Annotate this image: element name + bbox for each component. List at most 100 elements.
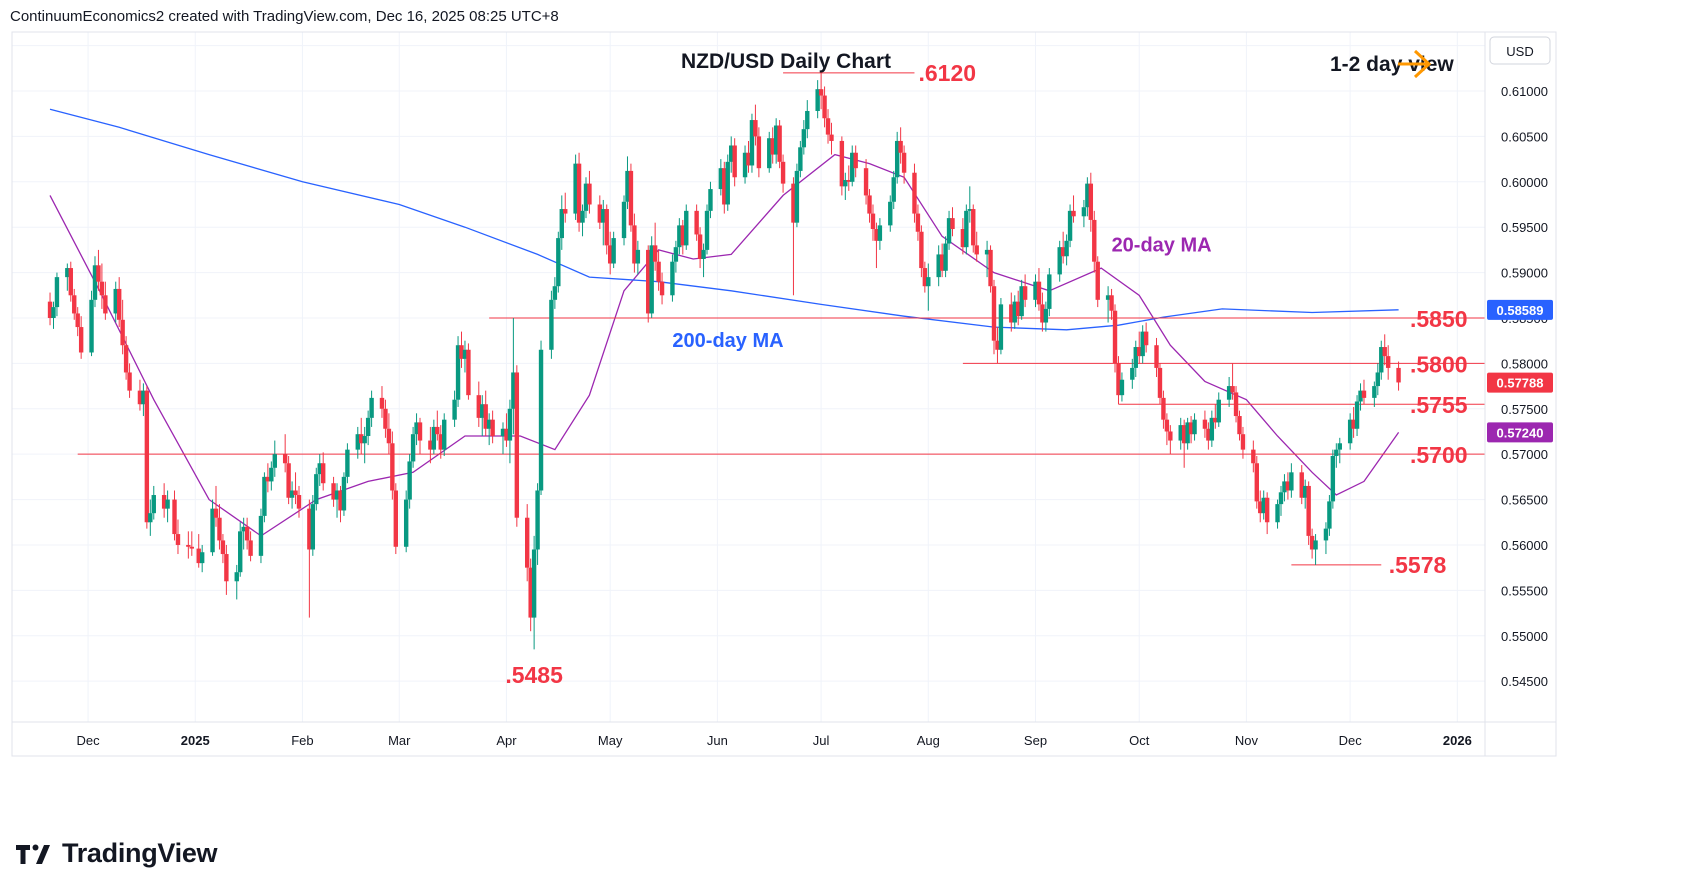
candle	[1192, 413, 1197, 441]
candle-body	[334, 490, 340, 500]
candle-body	[563, 209, 568, 214]
candle	[466, 343, 471, 400]
candle	[680, 219, 686, 255]
candle-body	[974, 245, 979, 255]
candle-body	[1161, 397, 1166, 420]
candle	[559, 195, 564, 250]
candle	[587, 170, 592, 214]
candle-body	[514, 372, 520, 518]
candle	[1382, 334, 1387, 366]
candle	[47, 292, 53, 326]
candle-body	[877, 225, 883, 241]
candle-body	[189, 546, 195, 549]
candle-body	[725, 161, 730, 205]
x-tick-label: Dec	[77, 733, 101, 748]
candle-body	[438, 434, 443, 450]
candle	[123, 336, 129, 380]
candle-body	[632, 225, 637, 264]
candle-body	[175, 534, 181, 545]
candle	[220, 534, 226, 564]
candle	[341, 472, 347, 516]
tradingview-logo[interactable]: TradingView	[14, 838, 218, 869]
candle	[51, 301, 56, 329]
candle	[1278, 485, 1284, 516]
candle-body	[753, 120, 758, 137]
candle-body	[99, 281, 105, 296]
y-tick-label: 0.59500	[1501, 220, 1548, 235]
candle	[1337, 437, 1342, 464]
candle	[1116, 356, 1121, 405]
candle-body	[1181, 425, 1187, 444]
candle	[127, 363, 132, 398]
candle	[1226, 377, 1232, 407]
x-tick-label: Mar	[388, 733, 411, 748]
candle-body	[54, 277, 60, 308]
candle	[1016, 290, 1021, 326]
candle-body	[1119, 379, 1125, 396]
candle	[1302, 479, 1308, 509]
candle	[1109, 288, 1114, 320]
candle	[722, 161, 727, 214]
candle-body	[1209, 417, 1215, 441]
candle	[1043, 301, 1049, 332]
candle-body	[870, 213, 876, 230]
candle-body	[601, 209, 606, 223]
y-tick-label: 0.56000	[1501, 538, 1548, 553]
candle-body	[805, 110, 810, 130]
candle	[1119, 372, 1125, 402]
x-tick-label: May	[598, 733, 623, 748]
candle	[113, 281, 118, 323]
candle-body	[435, 426, 440, 435]
candle	[148, 499, 153, 536]
candle	[708, 181, 713, 219]
candle	[442, 413, 447, 456]
candle	[320, 452, 326, 491]
candle-body	[684, 210, 689, 246]
candle	[874, 222, 879, 269]
candle	[694, 204, 699, 241]
candle	[186, 531, 191, 559]
candle-body	[1088, 183, 1094, 220]
candle-body	[213, 508, 219, 518]
candle	[1261, 490, 1266, 520]
candle	[1361, 379, 1367, 405]
candle-body	[770, 138, 775, 155]
candle	[822, 86, 827, 128]
candle	[210, 499, 215, 556]
candle	[175, 519, 181, 555]
candle-body	[1396, 367, 1401, 383]
x-tick-label: Jun	[707, 733, 728, 748]
candle-body	[1351, 419, 1356, 429]
candle-body	[331, 483, 336, 500]
candle-body	[369, 397, 374, 418]
annotation-label: .5485	[505, 662, 563, 688]
candle-body	[964, 210, 969, 248]
candle	[846, 165, 851, 191]
candle	[1022, 274, 1028, 308]
candle-body	[1385, 356, 1391, 368]
candle	[646, 245, 651, 323]
candle-body	[490, 419, 495, 437]
candle-body	[383, 408, 388, 429]
candle-body	[732, 145, 737, 178]
candle	[65, 263, 70, 291]
support-resistance-levels	[77, 72, 1485, 566]
candle	[244, 517, 250, 550]
candle	[967, 186, 972, 223]
candle	[580, 204, 585, 237]
candle-body	[984, 249, 990, 255]
candle	[1060, 231, 1066, 264]
candle	[919, 225, 924, 278]
candle	[815, 80, 820, 119]
candle	[767, 131, 772, 173]
candle-body	[455, 345, 461, 400]
candle-body	[846, 179, 851, 182]
tradingview-logo-icon	[16, 844, 50, 864]
candle	[1233, 386, 1239, 423]
candle	[1112, 304, 1118, 373]
candle-body	[442, 419, 447, 450]
right-arrow-icon	[1398, 49, 1432, 79]
candle-body	[272, 454, 277, 468]
level-label: .5800	[1410, 351, 1468, 377]
